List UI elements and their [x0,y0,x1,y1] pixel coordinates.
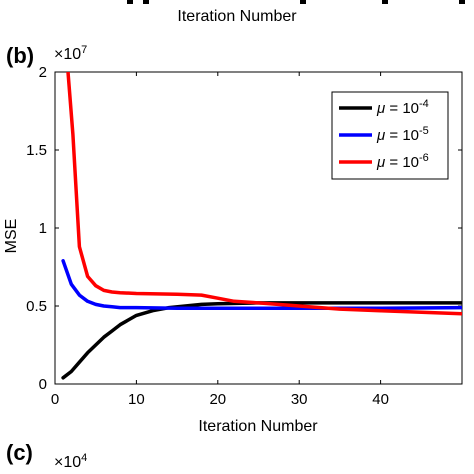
legend: μ = 10-4 μ = 10-5 μ = 10-6 [331,91,449,180]
x-tick-label: 20 [209,391,226,408]
panel-c-y-multiplier: ×104 [54,452,88,471]
top-panel-xlabel: Iteration Number [177,8,297,25]
legend-entry-2: μ = 10-5 [376,125,429,144]
y-tick-label: 0.5 [26,298,47,315]
y-axis-label: MSE [3,219,20,254]
x-tick-label: 0 [51,391,59,408]
x-tick-label: 40 [372,391,389,408]
legend-entry-1: μ = 10-4 [376,98,429,117]
y-tick-label: 1.5 [26,142,47,159]
series-line-2 [61,259,462,311]
y-tick-label: 1 [39,220,47,237]
x-tick-label: 30 [291,391,308,408]
panel-b-label: (b) [6,43,35,68]
x-tick-label: 10 [128,391,145,408]
y-tick-label: 2 [39,64,47,81]
panel-b-y-multiplier: ×107 [54,44,88,63]
legend-entry-3: μ = 10-6 [376,152,429,171]
series-line-3 [66,72,462,316]
panel-c-label: (c) [6,440,33,465]
top-panel-tick-remnants [127,0,465,4]
axes-layer: 0 10 20 30 40 0 0.5 1 1.5 2 [26,64,463,408]
series-layer [61,72,462,380]
y-tick-label: 0 [39,376,47,393]
series-line-1 [61,301,462,380]
x-axis-label: Iteration Number [198,418,318,435]
